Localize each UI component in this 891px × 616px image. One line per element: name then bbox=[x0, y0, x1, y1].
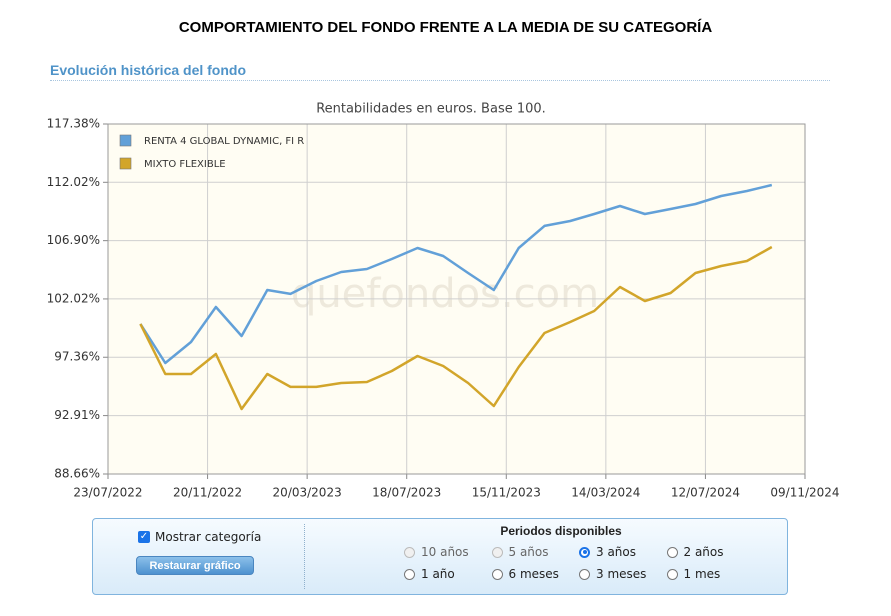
y-tick-label: 88.66% bbox=[54, 467, 100, 481]
chart-title: Rentabilidades en euros. Base 100. bbox=[316, 102, 546, 117]
series-line bbox=[139, 183, 773, 365]
watermark: quefondos.com bbox=[291, 271, 599, 317]
period-option[interactable]: 3 meses bbox=[579, 567, 646, 581]
show-category[interactable]: ✓ Mostrar categoría bbox=[138, 530, 261, 544]
radio[interactable] bbox=[491, 568, 503, 580]
page-title: COMPORTAMIENTO DEL FONDO FRENTE A LA MED… bbox=[178, 19, 713, 36]
x-tick-label: 20/11/2022 bbox=[173, 486, 242, 500]
period-option[interactable]: 2 años bbox=[666, 545, 724, 559]
radio-label: 1 año bbox=[421, 567, 455, 581]
checkbox[interactable]: ✓ bbox=[138, 531, 150, 543]
y-tick-label: 97.36% bbox=[54, 350, 100, 364]
legend-swatch bbox=[119, 157, 132, 170]
y-tick-label: 112.02% bbox=[47, 175, 100, 189]
y-tick-label: 92.91% bbox=[54, 408, 100, 422]
x-tick-label: 23/07/2022 bbox=[73, 486, 142, 500]
x-tick-label: 12/07/2024 bbox=[671, 486, 740, 500]
legend-swatch bbox=[119, 134, 132, 147]
radio-label: 1 mes bbox=[683, 567, 721, 581]
plot-border bbox=[107, 123, 806, 475]
period-option[interactable]: 1 año bbox=[404, 567, 455, 581]
legend-label: MIXTO FLEXIBLE bbox=[144, 159, 226, 170]
series-line bbox=[139, 245, 773, 411]
x-tick-label: 14/03/2024 bbox=[571, 486, 640, 500]
periods-title: Periodos disponibles bbox=[500, 524, 622, 538]
radio-label: 5 años bbox=[508, 545, 549, 559]
period-option: 5 años bbox=[491, 545, 549, 559]
radio-label: 3 meses bbox=[596, 567, 647, 581]
radio-label: 3 años bbox=[596, 545, 637, 559]
radio bbox=[404, 546, 415, 558]
period-option[interactable]: 1 mes bbox=[666, 567, 721, 581]
control-panel: ✓ Mostrar categoría Restaurar gráfico Per… bbox=[92, 518, 788, 595]
radio[interactable] bbox=[666, 546, 678, 558]
radio[interactable] bbox=[579, 546, 590, 558]
radio[interactable] bbox=[404, 568, 415, 580]
radio[interactable] bbox=[666, 568, 678, 580]
x-tick-label: 18/07/2023 bbox=[372, 486, 441, 500]
separator bbox=[304, 524, 305, 589]
radio[interactable] bbox=[579, 568, 590, 580]
restore-button[interactable]: Restaurar gráfico bbox=[136, 556, 254, 575]
radio-label: 6 meses bbox=[508, 567, 559, 581]
radio-label: 2 años bbox=[683, 545, 724, 559]
radio-label: 10 años bbox=[421, 545, 469, 559]
y-tick-label: 102.02% bbox=[47, 291, 100, 305]
y-tick-label: 106.90% bbox=[47, 233, 100, 247]
legend-label: RENTA 4 GLOBAL DYNAMIC, FI R bbox=[144, 136, 304, 147]
y-tick-label: 117.38% bbox=[47, 117, 100, 131]
checkbox-label: Mostrar categoría bbox=[155, 530, 262, 544]
x-tick-label: 20/03/2023 bbox=[273, 486, 342, 500]
period-option[interactable]: 6 meses bbox=[491, 567, 559, 581]
x-tick-label: 15/11/2023 bbox=[472, 486, 541, 500]
radio bbox=[491, 546, 503, 558]
period-option[interactable]: 3 años bbox=[579, 545, 636, 559]
section-title: Evolución histórica del fondo bbox=[50, 62, 830, 81]
chart: quefondos.com 88.66% 92.91% 97.36% 102.02% 10… bbox=[47, 102, 840, 500]
period-option: 10 años bbox=[404, 545, 469, 559]
x-tick-label: 09/11/2024 bbox=[770, 486, 839, 500]
